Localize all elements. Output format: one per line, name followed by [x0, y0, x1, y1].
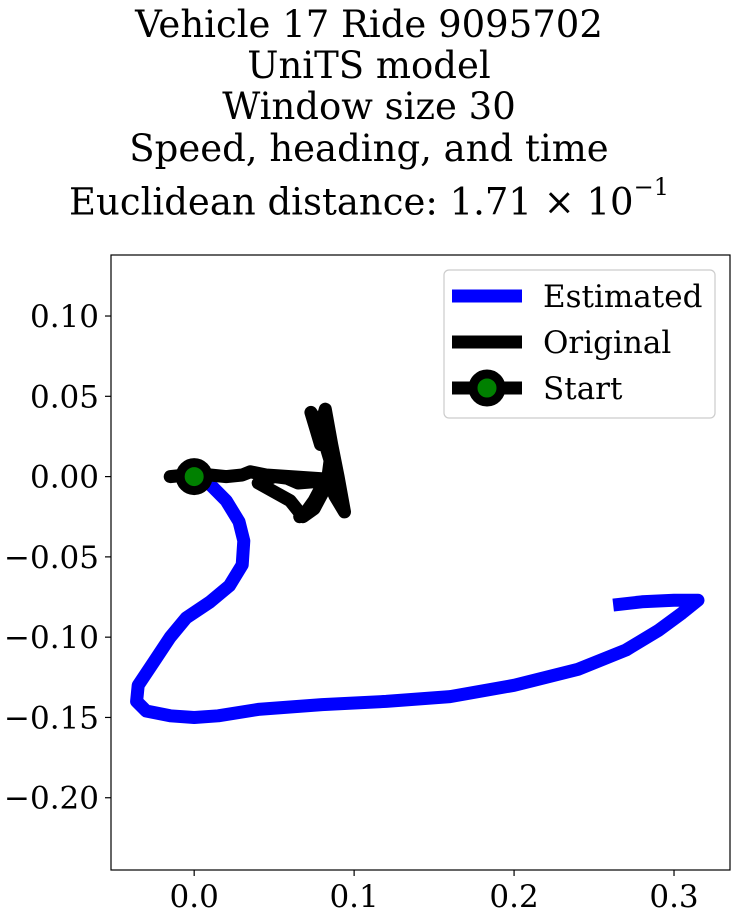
- start-marker: [175, 458, 213, 496]
- y-tick-label: −0.05: [4, 540, 99, 576]
- axes-frame: [110, 254, 731, 871]
- legend-label-estimated: Estimated: [543, 279, 702, 315]
- legend: Estimated Original Start: [443, 269, 716, 419]
- y-tick-label: 0.10: [30, 299, 99, 335]
- title-line-5-text: Euclidean distance: 1.71 × 10: [69, 180, 634, 224]
- title-line-1: Vehicle 17 Ride 9095702: [135, 3, 603, 46]
- title-line-3: Window size 30: [222, 85, 516, 128]
- y-tick-label: −0.20: [4, 781, 99, 817]
- title-line-4: Speed, heading, and time: [129, 127, 609, 170]
- legend-box: [443, 269, 716, 419]
- legend-label-start: Start: [543, 371, 623, 407]
- axis-ticks: 0.0 0.1 0.2 0.3 0.10 0.05 0.00 −0.05 −0.10 −0.15 −…: [4, 299, 699, 915]
- x-tick-label: 0.2: [489, 879, 538, 915]
- legend-label-original: Original: [543, 325, 671, 361]
- y-tick-label: 0.00: [30, 460, 99, 496]
- y-tick-label: −0.15: [4, 700, 99, 736]
- series-line-original: [163, 402, 351, 524]
- title-line-2: UniTS model: [247, 44, 491, 87]
- legend-start-marker: [468, 369, 506, 407]
- axes-border: [110, 254, 731, 871]
- series-line-estimated: [130, 470, 705, 724]
- series-lines: [130, 402, 705, 724]
- title-line-5: Euclidean distance: 1.71 × 10−1: [0, 170, 738, 223]
- y-tick-label: 0.05: [30, 379, 99, 415]
- y-tick-label: −0.10: [4, 620, 99, 656]
- title-line-5-exponent: −1: [633, 173, 669, 201]
- x-tick-label: 0.3: [649, 879, 698, 915]
- x-tick-label: 0.1: [329, 879, 378, 915]
- x-tick-label: 0.0: [170, 879, 219, 915]
